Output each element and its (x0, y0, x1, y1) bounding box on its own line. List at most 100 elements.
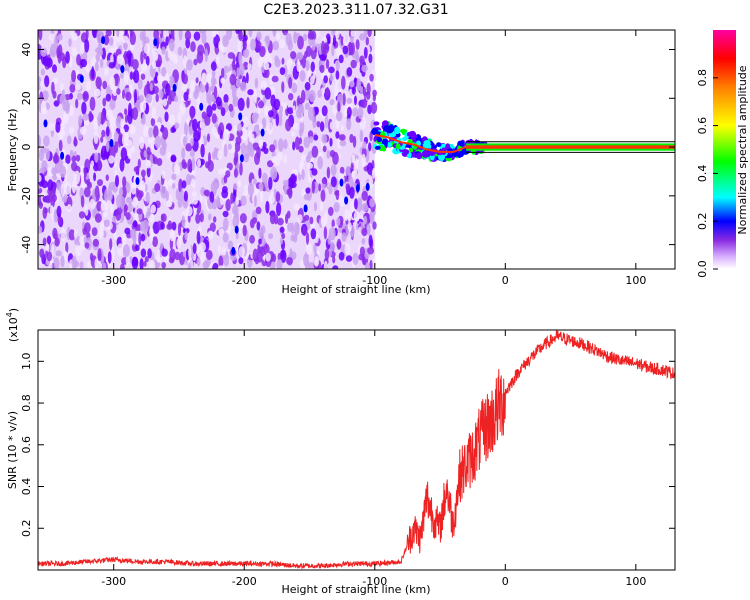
noise-blob-strong (344, 196, 349, 205)
noise-blob (129, 71, 134, 80)
noise-blob (153, 125, 159, 139)
noise-blob (125, 254, 130, 267)
noise-blob (232, 214, 240, 229)
spectrogram-y-axis-label: Frequency (Hz) (6, 109, 19, 192)
noise-blob (143, 42, 151, 55)
noise-blob (283, 179, 290, 186)
y-tick-label: 0.4 (20, 478, 33, 496)
noise-blob (237, 39, 244, 53)
noise-blob (166, 151, 172, 160)
noise-blob (222, 232, 229, 243)
noise-blob (366, 91, 371, 100)
noise-blob (225, 198, 231, 212)
noise-blob (49, 49, 56, 57)
noise-blob-strong (339, 178, 344, 187)
noise-blob (76, 92, 83, 101)
noise-blob (57, 33, 63, 41)
noise-blob (372, 93, 376, 102)
noise-blob (89, 198, 96, 210)
noise-blob (145, 55, 150, 66)
noise-blob (39, 248, 45, 259)
noise-blob (200, 143, 205, 158)
noise-blob (185, 143, 193, 152)
noise-blob (59, 94, 67, 105)
noise-blob (361, 190, 369, 201)
noise-blob (349, 80, 355, 88)
noise-blob (247, 63, 252, 70)
noise-blob (181, 147, 186, 160)
y-tick-label: 0.8 (20, 394, 33, 412)
noise-blob (262, 141, 267, 149)
noise-blob (293, 222, 300, 236)
noise-blob (203, 189, 210, 196)
noise-blob (247, 35, 251, 45)
noise-blob (60, 82, 64, 91)
noise-blob (100, 220, 105, 232)
noise-blob (147, 207, 151, 217)
noise-blob (290, 51, 297, 60)
noise-blob (276, 259, 283, 269)
noise-blob (281, 81, 285, 93)
noise-blob (171, 221, 177, 231)
noise-blob (264, 35, 270, 44)
noise-blob (329, 121, 334, 130)
noise-blob (349, 133, 354, 143)
noise-blob (56, 205, 62, 218)
noise-blob (349, 186, 355, 199)
noise-blob (46, 57, 53, 68)
noise-blob (335, 131, 340, 139)
noise-blob (310, 75, 315, 85)
noise-blob (353, 163, 358, 174)
noise-blob (191, 157, 196, 171)
noise-blob (83, 113, 89, 121)
noise-blob (347, 208, 352, 222)
noise-blob (369, 198, 376, 208)
noise-blob (192, 197, 198, 205)
noise-blob (316, 121, 321, 128)
noise-blob-strong (238, 112, 243, 121)
noise-blob (305, 60, 310, 71)
noise-blob (318, 183, 322, 192)
noise-blob (41, 180, 49, 189)
noise-blob (51, 243, 55, 258)
noise-blob (109, 76, 116, 90)
noise-blob (54, 237, 60, 247)
noise-blob (69, 84, 76, 93)
noise-blob (131, 256, 139, 269)
noise-blob (83, 187, 91, 198)
noise-blob (359, 33, 366, 41)
noise-blob (170, 53, 178, 62)
noise-blob (188, 245, 192, 259)
noise-blob (285, 33, 292, 46)
noise-blob (227, 240, 234, 250)
noise-blob (271, 155, 278, 164)
noise-blob (56, 180, 60, 191)
noise-blob (94, 61, 99, 72)
noise-blob (218, 255, 224, 268)
noise-blob (345, 255, 353, 262)
noise-blob (210, 76, 215, 85)
noise-blob (115, 210, 122, 221)
noise-blob (55, 121, 61, 133)
noise-blob (201, 31, 207, 44)
noise-blob (138, 190, 144, 198)
noise-blob (350, 59, 357, 69)
noise-blob (88, 110, 93, 123)
noise-blob (265, 252, 271, 262)
noise-blob (346, 106, 352, 118)
noise-blob (122, 176, 127, 188)
noise-blob (181, 84, 186, 92)
noise-blob (363, 215, 368, 225)
noise-blob (321, 105, 328, 117)
noise-blob (211, 82, 215, 93)
noise-blob (145, 159, 152, 169)
noise-blob (102, 262, 107, 269)
noise-blob (242, 34, 248, 42)
noise-blob (335, 30, 340, 39)
noise-blob (330, 164, 337, 176)
noise-blob (300, 154, 308, 161)
noise-blob (52, 77, 59, 85)
noise-blob (80, 164, 84, 177)
noise-blob (328, 227, 336, 241)
noise-blob (288, 77, 293, 89)
